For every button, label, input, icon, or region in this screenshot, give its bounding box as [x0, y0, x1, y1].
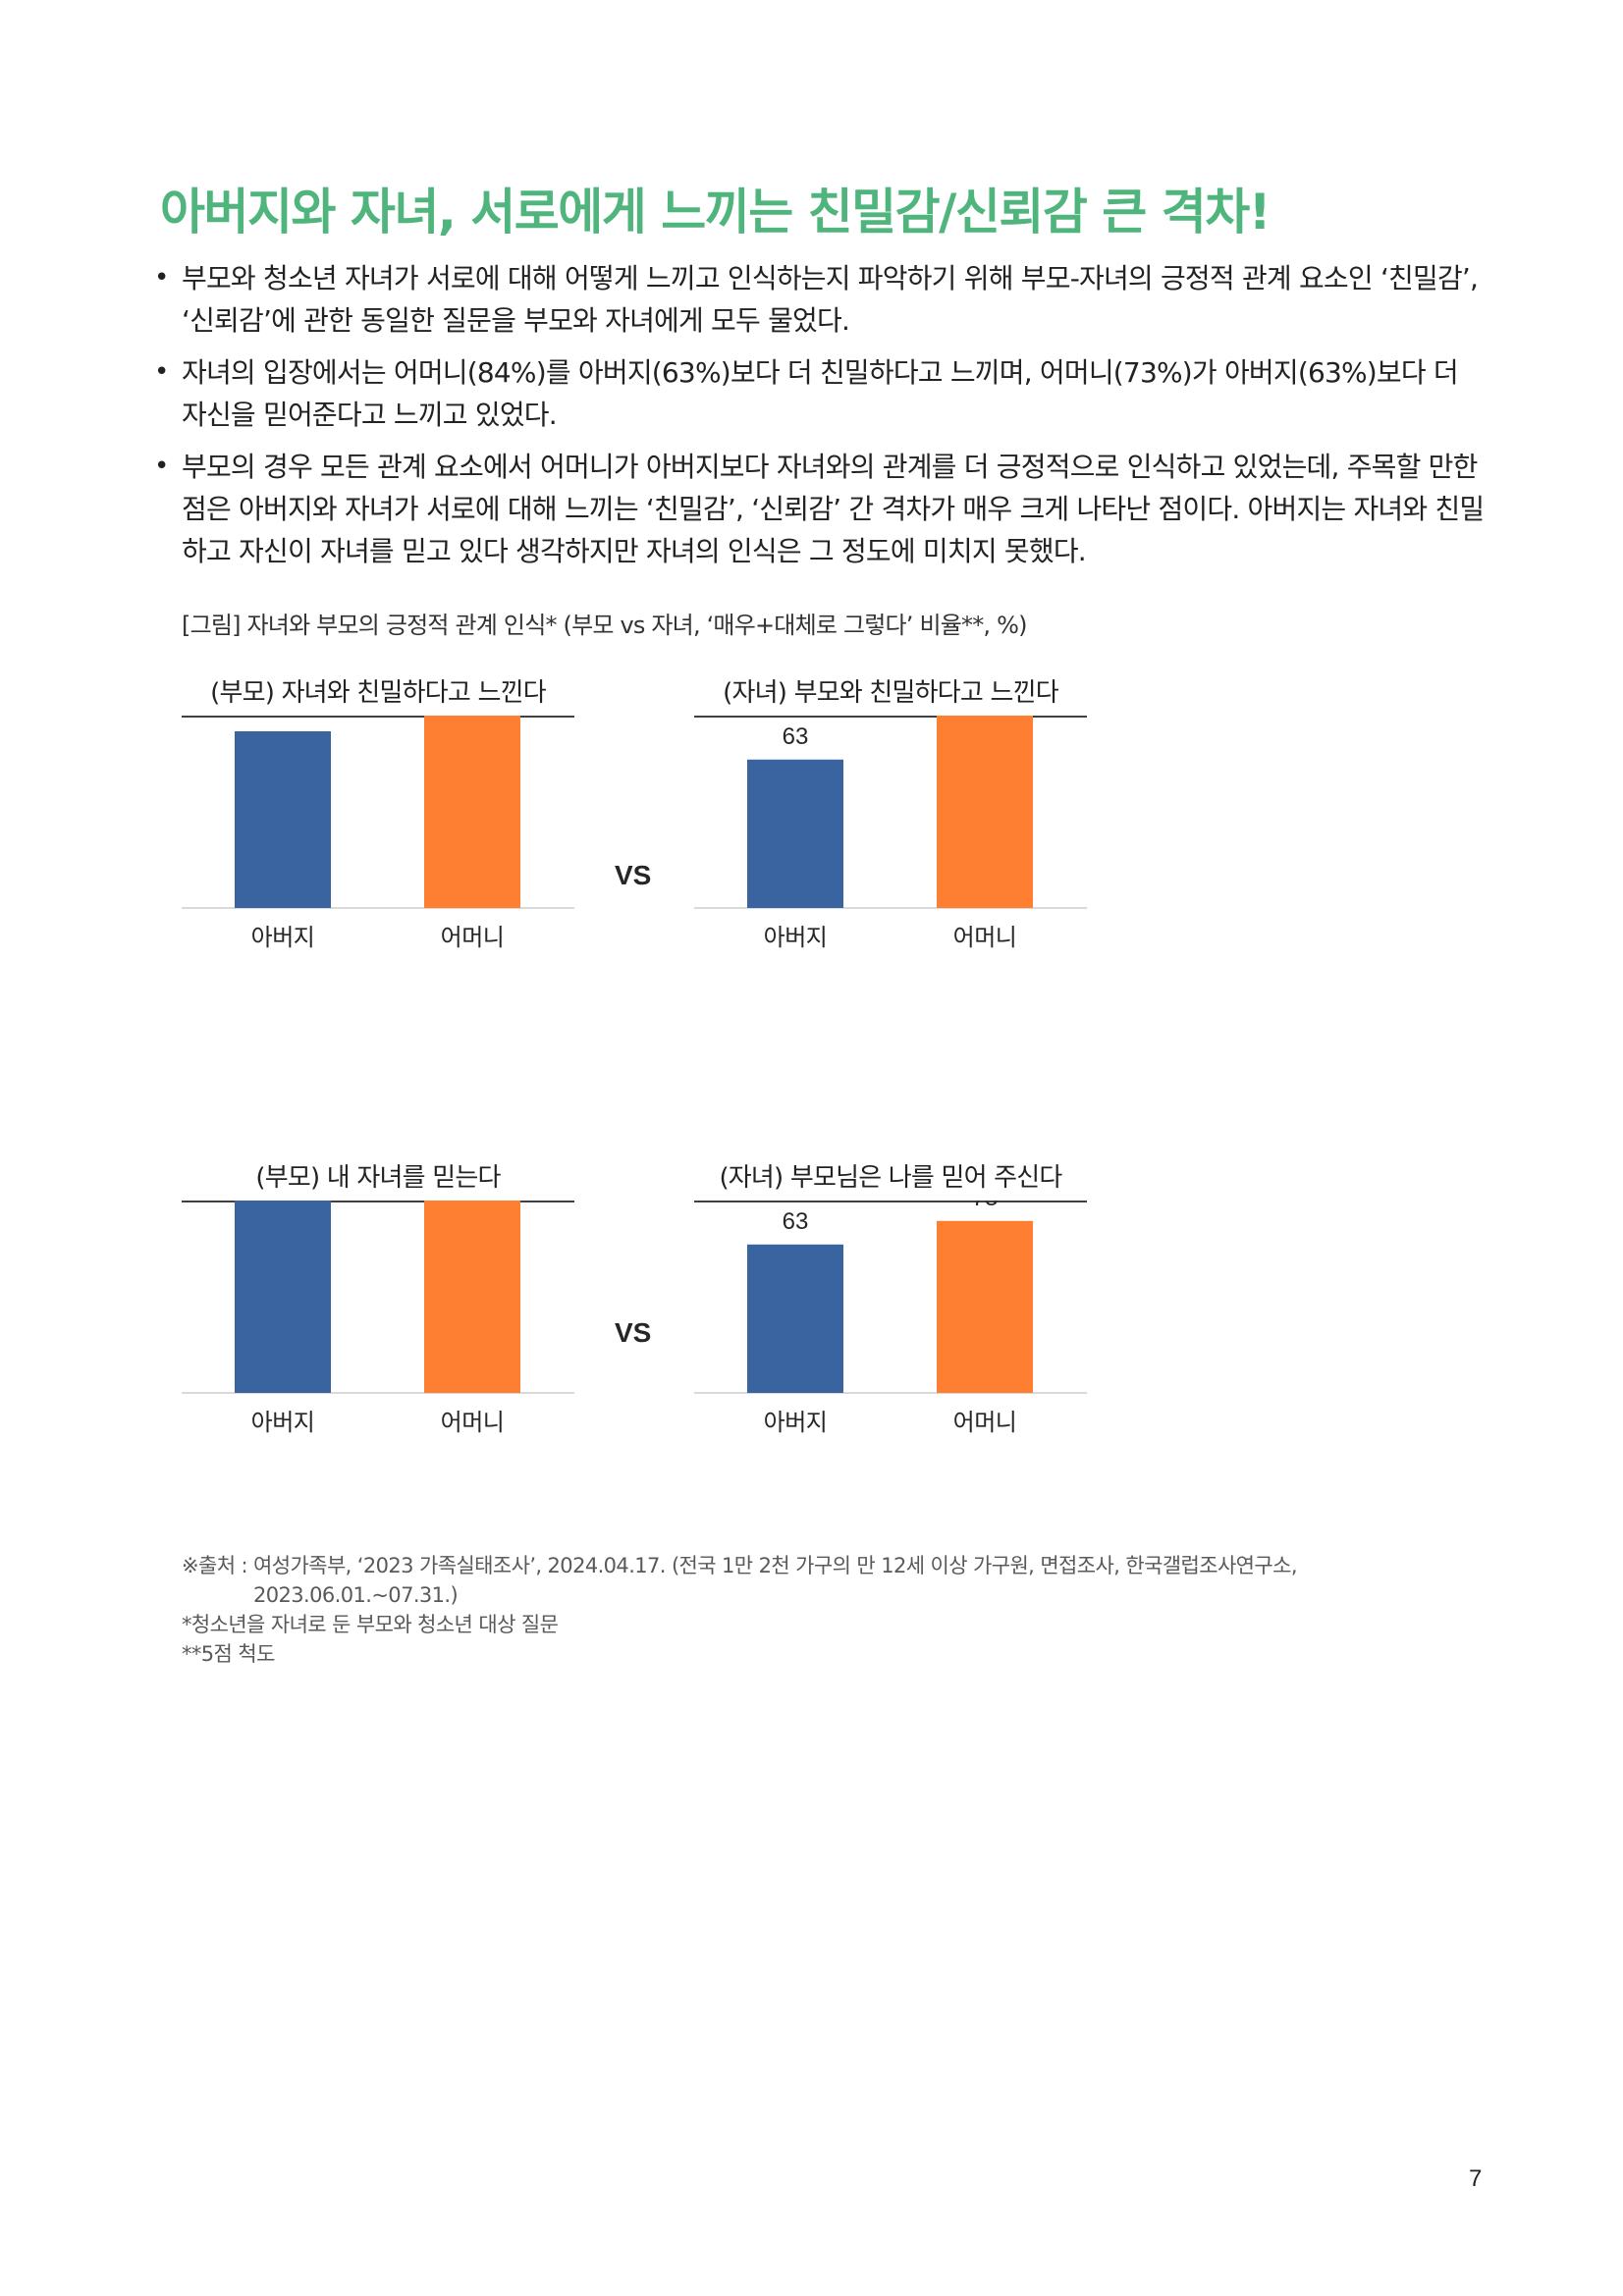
bar-father: [747, 1244, 843, 1393]
bar-chart: 63아버지84어머니: [694, 716, 1087, 951]
chart-child-trust: (자녀) 부모님은 나를 믿어 주신다 63 아버지 73 어머니: [694, 1157, 1087, 1442]
bar-chart: 63 아버지 73 어머니: [694, 1201, 1087, 1436]
vs-label: VS: [615, 1317, 652, 1348]
chart-child-closeness: (자녀) 부모와 친밀하다고 느낀다 63아버지84어머니: [694, 672, 1087, 957]
source-note-date: 2023.06.01.~07.31.): [253, 1583, 459, 1607]
category-label: 어머니: [953, 924, 1017, 951]
bar-father: [235, 731, 331, 908]
bar-mother: [424, 1201, 520, 1393]
chart-title: (부모) 자녀와 친밀하다고 느낀다: [210, 678, 546, 708]
category-label: 아버지: [764, 1409, 828, 1436]
figure-caption: [그림] 자녀와 부모의 긍정적 관계 인식* (부모 vs 자녀, ‘매우+대…: [182, 612, 1027, 639]
data-label: 63: [783, 723, 809, 750]
chart-title: (자녀) 부모님은 나를 믿어 주신다: [719, 1163, 1062, 1193]
data-label: 73: [972, 1201, 999, 1211]
data-label: 63: [783, 1208, 809, 1235]
data-label: 75: [270, 716, 297, 721]
bar-father: [235, 1201, 331, 1393]
chart-parent-closeness: (부모) 자녀와 친밀하다고 느낀다 75아버지84어머니: [182, 672, 574, 957]
bar-mother: [424, 716, 520, 908]
category-label: 어머니: [441, 1409, 505, 1436]
bar-chart: 75아버지84어머니: [182, 716, 574, 951]
bar-chart: 84아버지86어머니: [182, 1201, 574, 1436]
chart-title: (부모) 내 자녀를 믿는다: [255, 1163, 501, 1193]
bullet-item: 부모와 청소년 자녀가 서로에 대해 어떻게 느끼고 인식하는지 파악하기 위해…: [150, 257, 1486, 342]
category-label: 어머니: [953, 1409, 1017, 1436]
bar-mother: [937, 716, 1033, 908]
footnote-scale: **5점 척도: [182, 1642, 275, 1666]
bar-father: [747, 759, 843, 908]
bullet-item: 자녀의 입장에서는 어머니(84%)를 아버지(63%)보다 더 친밀하다고 느…: [150, 351, 1486, 436]
bullet-item: 부모의 경우 모든 관계 요소에서 어머니가 아버지보다 자녀와의 관계를 더 …: [150, 446, 1486, 572]
category-label: 아버지: [251, 924, 315, 951]
page-title: 아버지와 자녀, 서로에게 느끼는 친밀감/신뢰감 큰 격차!: [160, 184, 1271, 240]
chart-parent-trust: (부모) 내 자녀를 믿는다 84아버지86어머니: [182, 1157, 574, 1442]
vs-label: VS: [615, 860, 652, 890]
category-label: 아버지: [251, 1409, 315, 1436]
page-number: 7: [1469, 2165, 1483, 2192]
category-label: 아버지: [764, 924, 828, 951]
chart-title: (자녀) 부모와 친밀하다고 느낀다: [723, 678, 1058, 708]
footnote-target: *청소년을 자녀로 둔 부모와 청소년 대상 질문: [182, 1613, 559, 1636]
bar-mother: [937, 1220, 1033, 1393]
footnotes: ※출처 : 여성가족부, ‘2023 가족실태조사’, 2024.04.17. …: [182, 1551, 1298, 1669]
bullet-list: 부모와 청소년 자녀가 서로에 대해 어떻게 느끼고 인식하는지 파악하기 위해…: [150, 257, 1486, 582]
category-label: 어머니: [441, 924, 505, 951]
source-note: ※출처 : 여성가족부, ‘2023 가족실태조사’, 2024.04.17. …: [182, 1554, 1298, 1577]
